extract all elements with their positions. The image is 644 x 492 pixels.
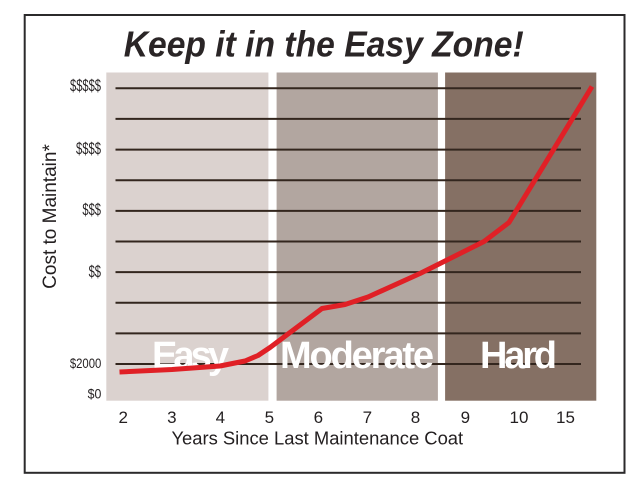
svg-text:$$$$: $$$$	[76, 139, 101, 158]
svg-text:Hard: Hard	[480, 335, 557, 377]
svg-text:Keep it in the Easy Zone!: Keep it in the Easy Zone!	[124, 23, 524, 64]
svg-text:7: 7	[363, 408, 372, 427]
svg-text:10: 10	[510, 408, 529, 427]
svg-text:5: 5	[265, 408, 274, 427]
svg-text:8: 8	[411, 408, 420, 427]
svg-text:Cost to Maintain*: Cost to Maintain*	[40, 144, 61, 289]
svg-text:$0: $0	[88, 386, 102, 402]
svg-text:2: 2	[118, 408, 127, 427]
svg-text:$$$: $$$	[82, 200, 101, 219]
svg-text:$$$$$: $$$$$	[70, 76, 101, 95]
svg-text:9: 9	[461, 408, 470, 427]
svg-text:$2000: $2000	[70, 355, 101, 371]
svg-text:Years Since Last Maintenance C: Years Since Last Maintenance Coat	[171, 427, 463, 448]
svg-text:15: 15	[556, 408, 575, 427]
svg-text:Moderate: Moderate	[280, 335, 434, 377]
svg-text:4: 4	[216, 408, 225, 427]
svg-text:$$: $$	[89, 262, 102, 281]
svg-text:3: 3	[167, 408, 176, 427]
svg-text:6: 6	[314, 408, 323, 427]
